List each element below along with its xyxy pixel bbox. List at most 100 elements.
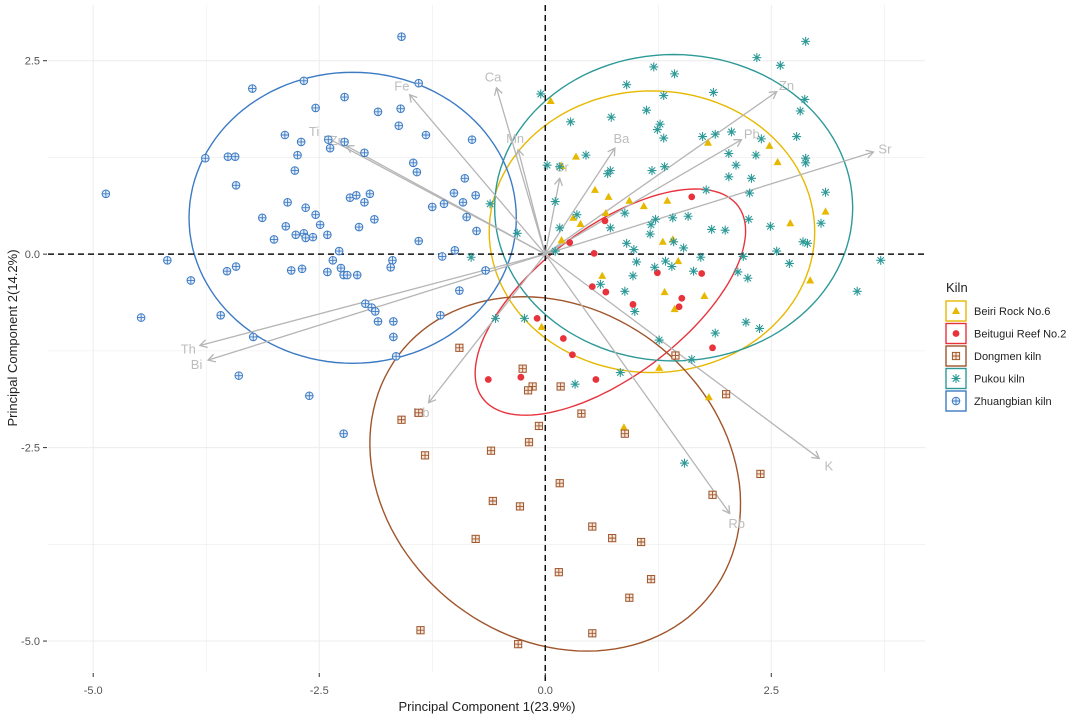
point-beitugui bbox=[568, 351, 576, 359]
point-zhuangbian bbox=[280, 130, 290, 140]
point-beitugui bbox=[590, 249, 598, 257]
series-pukou bbox=[466, 36, 886, 468]
triangle-marker bbox=[557, 236, 566, 244]
point-beitugui bbox=[484, 376, 492, 383]
asterisk-marker bbox=[800, 94, 810, 104]
triangle-marker bbox=[806, 276, 815, 284]
asterisk-marker bbox=[659, 91, 669, 101]
point-pukou bbox=[741, 317, 751, 327]
asterisk-marker bbox=[731, 160, 741, 170]
asterisk-marker bbox=[775, 60, 785, 70]
point-beiri bbox=[773, 157, 782, 166]
point-beiri bbox=[625, 196, 634, 204]
circle-marker bbox=[566, 239, 574, 246]
plus-marker bbox=[471, 191, 480, 200]
x-tick-label: 2.5 bbox=[764, 685, 779, 697]
x-tick-label: 0.0 bbox=[538, 685, 553, 697]
point-pukou bbox=[652, 125, 662, 135]
point-zhuangbian bbox=[222, 266, 232, 276]
point-zhuangbian bbox=[414, 78, 423, 88]
point-zhuangbian bbox=[201, 153, 210, 163]
plus-marker bbox=[291, 166, 299, 175]
asterisk-marker bbox=[622, 238, 632, 248]
asterisk-marker bbox=[661, 256, 671, 266]
ellipse-dongmen bbox=[369, 295, 742, 652]
point-zhuangbian bbox=[340, 137, 349, 147]
point-pukou bbox=[605, 223, 615, 233]
plus-marker bbox=[637, 538, 645, 546]
point-zhuangbian bbox=[481, 266, 490, 275]
plus-marker bbox=[370, 215, 379, 224]
point-pukou bbox=[816, 218, 826, 228]
asterisk-marker bbox=[687, 354, 697, 364]
legend-symbol-pukou bbox=[951, 374, 961, 383]
plus-marker bbox=[137, 313, 145, 322]
circle-marker bbox=[592, 376, 600, 383]
plus-marker bbox=[371, 307, 380, 316]
point-pukou bbox=[620, 286, 630, 296]
point-dongmen bbox=[416, 626, 425, 635]
plus-marker bbox=[389, 317, 398, 326]
vector-label-ca: Ca bbox=[485, 69, 502, 84]
vector-label-ti: Ti bbox=[309, 124, 319, 139]
asterisk-marker bbox=[733, 267, 743, 277]
legend-label-beitugui: Beitugui Reef No.2 bbox=[974, 329, 1066, 341]
y-tick-label: 0.0 bbox=[25, 249, 40, 261]
point-pukou bbox=[679, 243, 689, 253]
point-zhuangbian bbox=[216, 310, 225, 320]
point-zhuangbian bbox=[352, 270, 362, 280]
point-pukou bbox=[620, 208, 630, 218]
point-pukou bbox=[792, 132, 802, 142]
point-zhuangbian bbox=[286, 266, 296, 275]
plus-marker bbox=[323, 268, 332, 276]
point-zhuangbian bbox=[455, 286, 464, 295]
asterisk-marker bbox=[570, 379, 580, 389]
asterisk-marker bbox=[751, 150, 761, 160]
vector-arrow-pb bbox=[544, 138, 743, 255]
plus-marker bbox=[472, 535, 480, 543]
x-tick-label: -2.5 bbox=[310, 685, 329, 697]
point-beiri bbox=[590, 185, 599, 193]
triangle-marker bbox=[537, 322, 546, 330]
asterisk-marker bbox=[816, 218, 826, 228]
triangle-marker bbox=[546, 96, 555, 104]
vector-arrow-nb bbox=[427, 253, 546, 404]
point-dongmen bbox=[620, 429, 629, 438]
x-tick-label: -5.0 bbox=[84, 685, 103, 697]
asterisk-marker bbox=[605, 223, 615, 233]
point-zhuangbian bbox=[340, 92, 349, 102]
point-zhuangbian bbox=[449, 188, 459, 198]
point-beiri bbox=[674, 256, 683, 265]
plus-marker bbox=[366, 190, 374, 198]
point-pukou bbox=[622, 80, 632, 90]
asterisk-marker bbox=[792, 132, 802, 142]
asterisk-marker bbox=[689, 266, 699, 276]
asterisk-marker bbox=[683, 211, 693, 221]
asterisk-marker bbox=[628, 271, 638, 281]
plus-marker bbox=[647, 575, 655, 583]
point-beiri bbox=[663, 196, 672, 204]
plus-marker bbox=[489, 497, 497, 505]
point-beiri bbox=[598, 271, 607, 279]
asterisk-marker bbox=[710, 129, 720, 139]
point-beiri bbox=[572, 152, 581, 160]
triangle-marker bbox=[765, 141, 774, 149]
asterisk-marker bbox=[655, 119, 665, 129]
point-zhuangbian bbox=[437, 252, 447, 261]
plus-marker bbox=[440, 200, 448, 208]
point-zhuangbian bbox=[412, 167, 422, 177]
point-pukou bbox=[660, 162, 670, 172]
asterisk-marker bbox=[727, 127, 737, 137]
plus-marker bbox=[416, 626, 425, 634]
asterisk-marker bbox=[784, 258, 794, 268]
point-zhuangbian bbox=[354, 222, 364, 232]
point-zhuangbian bbox=[281, 222, 291, 231]
vector-label-ba: Ba bbox=[614, 131, 631, 146]
plus-marker bbox=[671, 351, 680, 360]
point-zhuangbian bbox=[308, 232, 318, 242]
point-beiri bbox=[786, 219, 795, 227]
plus-marker bbox=[468, 135, 476, 144]
plus-marker bbox=[451, 246, 459, 255]
point-pukou bbox=[724, 172, 734, 182]
asterisk-marker bbox=[555, 223, 565, 233]
